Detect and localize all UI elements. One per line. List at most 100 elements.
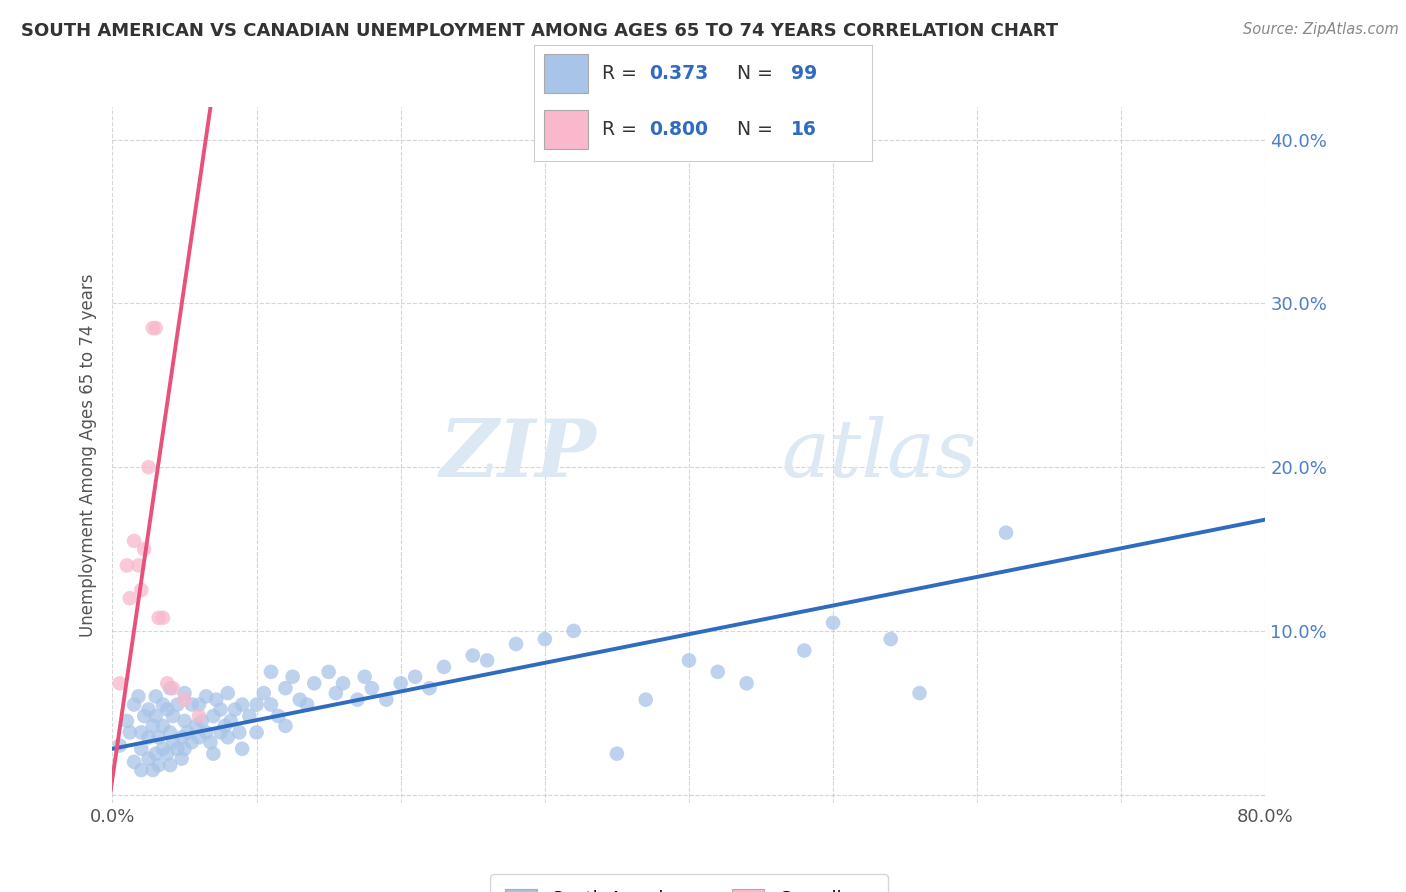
Point: [138, 731, 160, 745]
Point: [138, 702, 160, 716]
Point: [159, 725, 181, 739]
Point: [533, 632, 555, 646]
Point: [228, 725, 250, 739]
Point: [138, 460, 160, 475]
Point: [433, 660, 456, 674]
Text: N =: N =: [737, 64, 779, 83]
Point: [304, 676, 326, 690]
Point: [145, 321, 167, 335]
Point: [188, 698, 211, 712]
Point: [505, 637, 527, 651]
Point: [142, 321, 165, 335]
Point: [142, 719, 165, 733]
Point: [191, 714, 214, 728]
Text: 0.373: 0.373: [650, 64, 709, 83]
Point: [156, 747, 179, 761]
Point: [202, 709, 225, 723]
Point: [245, 725, 267, 739]
Text: 99: 99: [790, 64, 817, 83]
Point: [166, 698, 188, 712]
Point: [202, 747, 225, 761]
Point: [209, 725, 232, 739]
Point: [238, 709, 260, 723]
Text: R =: R =: [602, 120, 643, 139]
Point: [274, 719, 297, 733]
Text: atlas: atlas: [782, 417, 977, 493]
Point: [634, 692, 657, 706]
FancyBboxPatch shape: [544, 110, 588, 149]
Point: [295, 698, 318, 712]
Text: N =: N =: [737, 120, 779, 139]
Point: [678, 653, 700, 667]
Point: [145, 747, 167, 761]
Point: [908, 686, 931, 700]
Point: [138, 751, 160, 765]
Point: [162, 681, 184, 696]
Point: [281, 670, 304, 684]
Point: [162, 709, 184, 723]
Point: [108, 739, 131, 753]
Point: [148, 758, 170, 772]
Point: [115, 714, 138, 728]
Y-axis label: Unemployment Among Ages 65 to 74 years: Unemployment Among Ages 65 to 74 years: [79, 273, 97, 637]
Point: [134, 709, 156, 723]
Point: [118, 725, 141, 739]
Point: [219, 714, 242, 728]
Point: [162, 735, 184, 749]
Point: [475, 653, 498, 667]
Point: [325, 686, 347, 700]
Point: [267, 709, 290, 723]
Point: [360, 681, 382, 696]
Point: [188, 709, 211, 723]
Point: [253, 686, 276, 700]
Point: [115, 558, 138, 573]
Point: [346, 692, 368, 706]
Point: [145, 709, 167, 723]
Point: [156, 702, 179, 716]
Point: [118, 591, 141, 606]
Point: [129, 741, 153, 756]
Point: [793, 643, 815, 657]
Point: [145, 690, 167, 704]
Point: [217, 686, 239, 700]
Point: [148, 611, 170, 625]
Point: [170, 731, 193, 745]
Point: [122, 755, 145, 769]
Point: [152, 698, 174, 712]
Point: [195, 725, 218, 739]
Point: [375, 692, 398, 706]
Point: [214, 719, 236, 733]
Point: [260, 698, 283, 712]
Point: [562, 624, 585, 638]
FancyBboxPatch shape: [544, 54, 588, 94]
Point: [461, 648, 484, 663]
Point: [129, 763, 153, 777]
Point: [260, 665, 283, 679]
Point: [995, 525, 1018, 540]
Text: SOUTH AMERICAN VS CANADIAN UNEMPLOYMENT AMONG AGES 65 TO 74 YEARS CORRELATION CH: SOUTH AMERICAN VS CANADIAN UNEMPLOYMENT …: [21, 22, 1059, 40]
Point: [156, 676, 179, 690]
Point: [129, 582, 153, 597]
Point: [404, 670, 426, 684]
Point: [205, 692, 228, 706]
Point: [166, 741, 188, 756]
Point: [209, 702, 232, 716]
Legend: South Americans, Canadians: South Americans, Canadians: [491, 874, 887, 892]
Point: [821, 615, 844, 630]
Point: [152, 741, 174, 756]
Point: [188, 731, 211, 745]
Text: R =: R =: [602, 64, 643, 83]
Text: Source: ZipAtlas.com: Source: ZipAtlas.com: [1243, 22, 1399, 37]
Point: [274, 681, 297, 696]
Point: [173, 714, 195, 728]
Point: [318, 665, 340, 679]
Point: [127, 690, 149, 704]
Point: [122, 533, 145, 548]
Text: ZIP: ZIP: [440, 417, 596, 493]
Point: [200, 735, 222, 749]
Point: [245, 698, 267, 712]
Point: [606, 747, 628, 761]
Point: [152, 611, 174, 625]
Point: [353, 670, 375, 684]
Point: [159, 758, 181, 772]
